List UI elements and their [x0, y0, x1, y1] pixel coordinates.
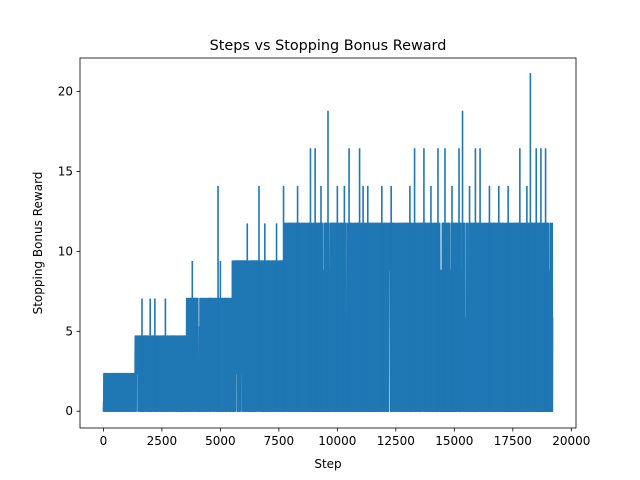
x-tick-label: 20000: [552, 434, 590, 448]
x-tick-label: 12500: [377, 434, 415, 448]
x-tick-label: 5000: [205, 434, 236, 448]
x-tick-label: 17500: [494, 434, 532, 448]
y-ticks: 0 5 10 15 20: [58, 85, 80, 418]
y-axis-label: Stopping Bonus Reward: [31, 172, 45, 315]
y-tick-label: 5: [65, 324, 73, 338]
x-tick-label: 2500: [147, 434, 178, 448]
x-tick-label: 15000: [435, 434, 473, 448]
x-tick-label: 0: [100, 434, 108, 448]
y-tick-label: 20: [58, 85, 73, 99]
x-ticks: 0 2500 5000 7500 10000 12500 15000 17500 20000: [100, 428, 590, 448]
x-axis-label: Step: [314, 457, 341, 471]
x-tick-label: 7500: [264, 434, 295, 448]
plot-frame: [79, 57, 577, 429]
series-layer: [102, 73, 554, 412]
chart-title: Steps vs Stopping Bonus Reward: [210, 38, 447, 54]
y-tick-label: 10: [58, 244, 73, 258]
y-tick-label: 15: [58, 164, 73, 178]
x-tick-label: 10000: [318, 434, 356, 448]
y-tick-label: 0: [65, 404, 73, 418]
